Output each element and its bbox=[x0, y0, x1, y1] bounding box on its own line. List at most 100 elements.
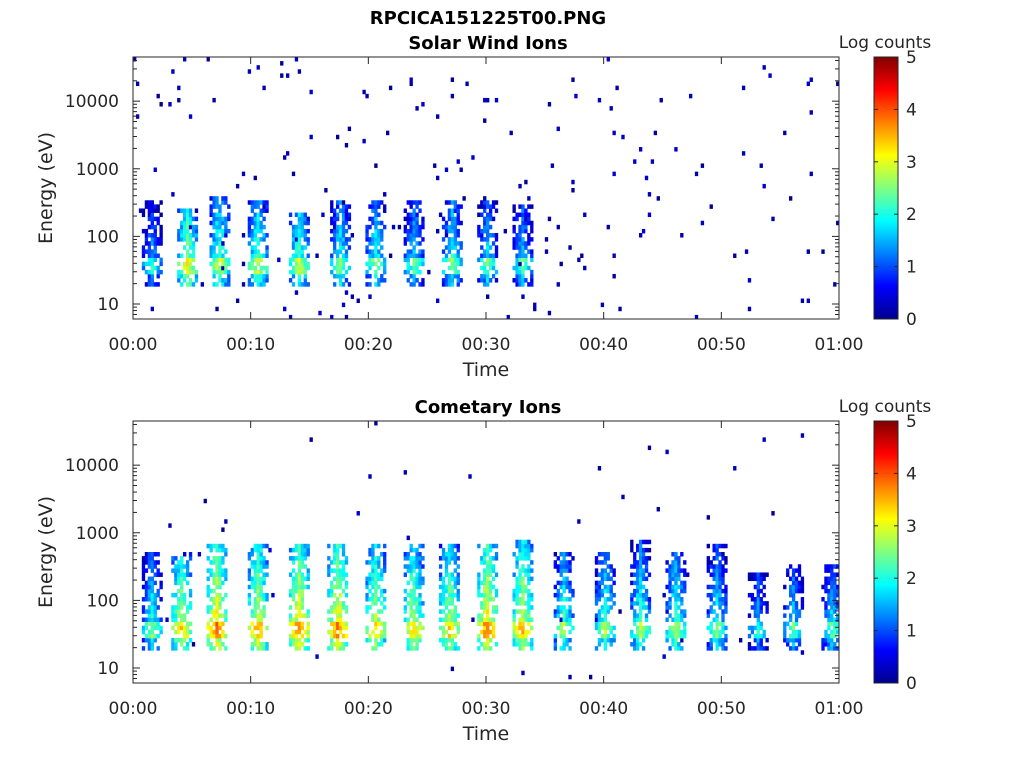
heatmap-cell bbox=[330, 605, 334, 610]
heatmap-cell bbox=[174, 568, 178, 573]
heatmap-cell bbox=[177, 572, 181, 577]
heatmap-cell bbox=[215, 621, 219, 627]
heatmap-cell bbox=[712, 633, 716, 639]
heatmap-cell bbox=[403, 257, 407, 263]
heatmap-cell bbox=[830, 637, 834, 643]
heatmap-cell bbox=[565, 609, 569, 614]
heatmap-cell bbox=[459, 204, 463, 209]
heatmap-cell bbox=[515, 237, 519, 242]
heatmap-cell bbox=[344, 621, 349, 627]
heatmap-cell bbox=[724, 601, 728, 606]
heatmap-cell bbox=[291, 597, 296, 602]
heatmap-cell bbox=[668, 564, 672, 569]
heatmap-cell bbox=[741, 151, 746, 156]
heatmap-cell bbox=[177, 273, 181, 279]
heatmap-cell bbox=[374, 597, 378, 602]
heatmap-cell bbox=[209, 625, 213, 631]
heatmap-cell bbox=[212, 257, 216, 263]
heatmap-cell bbox=[512, 245, 516, 250]
heatmap-cell bbox=[641, 576, 646, 582]
heatmap-cell bbox=[288, 633, 293, 639]
heatmap-cell bbox=[421, 613, 425, 618]
heatmap-cell bbox=[515, 642, 519, 647]
heatmap-cell bbox=[559, 580, 563, 586]
heatmap-cell bbox=[515, 629, 519, 635]
heatmap-cell bbox=[185, 257, 190, 263]
heatmap-cell bbox=[262, 282, 266, 287]
heatmap-cell bbox=[153, 552, 157, 557]
heatmap-cell bbox=[524, 278, 528, 283]
heatmap-cell bbox=[415, 601, 419, 606]
heatmap-cell bbox=[256, 220, 260, 226]
heatmap-cell bbox=[530, 273, 534, 279]
heatmap-cell bbox=[335, 261, 340, 267]
heatmap-cell bbox=[306, 568, 310, 573]
heatmap-cell bbox=[383, 568, 387, 573]
heatmap-cell bbox=[300, 564, 305, 569]
heatmap-cell bbox=[527, 588, 531, 594]
heatmap-cell bbox=[259, 253, 263, 258]
heatmap-cell bbox=[141, 245, 146, 250]
heatmap-cell bbox=[486, 245, 490, 250]
heatmap-cell bbox=[609, 588, 613, 594]
heatmap-cell bbox=[371, 572, 375, 577]
heatmap-cell bbox=[412, 560, 416, 565]
heatmap-cell bbox=[821, 637, 825, 643]
heatmap-cell bbox=[712, 572, 716, 577]
heatmap-cell bbox=[553, 584, 557, 590]
heatmap-cell bbox=[524, 637, 528, 643]
x-tick-label: 00:30 bbox=[462, 335, 511, 355]
heatmap-cell bbox=[380, 233, 384, 238]
heatmap-cell bbox=[253, 228, 257, 234]
heatmap-cell bbox=[218, 646, 222, 651]
heatmap-cell bbox=[368, 204, 372, 209]
heatmap-cell bbox=[553, 609, 557, 614]
heatmap-cell bbox=[418, 282, 422, 287]
heatmap-cell bbox=[530, 269, 534, 275]
heatmap-cell bbox=[206, 576, 210, 582]
heatmap-cell bbox=[188, 257, 193, 263]
heatmap-cell bbox=[603, 556, 608, 561]
heatmap-cell bbox=[338, 576, 343, 582]
heatmap-cell bbox=[459, 241, 463, 246]
heatmap-cell bbox=[721, 576, 725, 582]
heatmap-cell bbox=[521, 609, 525, 614]
heatmap-cell bbox=[486, 228, 490, 234]
heatmap-cell bbox=[515, 539, 519, 545]
heatmap-cell bbox=[335, 605, 340, 610]
heatmap-cell bbox=[294, 613, 299, 618]
heatmap-cell bbox=[338, 609, 343, 614]
heatmap-cell bbox=[556, 556, 560, 561]
heatmap-cell bbox=[247, 233, 252, 238]
heatmap-cell bbox=[512, 265, 516, 271]
heatmap-cell bbox=[194, 237, 199, 242]
heatmap-cell bbox=[259, 212, 263, 218]
heatmap-cell bbox=[218, 241, 222, 246]
heatmap-cell bbox=[606, 625, 610, 631]
heatmap-cell bbox=[600, 560, 605, 565]
heatmap-cell bbox=[441, 609, 446, 614]
heatmap-cell bbox=[371, 556, 375, 561]
heatmap-cell bbox=[156, 646, 160, 651]
heatmap-cell bbox=[374, 633, 378, 639]
heatmap-cell bbox=[762, 646, 766, 651]
heatmap-cell bbox=[527, 592, 531, 598]
heatmap-cell bbox=[171, 617, 175, 622]
heatmap-cell bbox=[483, 588, 487, 594]
heatmap-cell bbox=[409, 233, 413, 238]
heatmap-cell bbox=[212, 253, 216, 258]
heatmap-cell bbox=[827, 576, 831, 582]
heatmap-cell bbox=[418, 228, 422, 234]
heatmap-cell bbox=[677, 633, 681, 639]
heatmap-cell bbox=[333, 245, 337, 250]
heatmap-cell bbox=[150, 265, 154, 271]
heatmap-cell bbox=[403, 617, 407, 622]
heatmap-cell bbox=[153, 597, 157, 602]
heatmap-cell bbox=[530, 253, 534, 258]
heatmap-cell bbox=[330, 269, 334, 275]
heatmap-cell bbox=[377, 609, 381, 614]
heatmap-cell bbox=[221, 241, 225, 246]
panels: 00:00 00:10 00:20 00:30 00:40 00:50 01:0010100… bbox=[35, 33, 931, 745]
heatmap-cell bbox=[365, 625, 369, 631]
heatmap-cell bbox=[224, 224, 228, 230]
